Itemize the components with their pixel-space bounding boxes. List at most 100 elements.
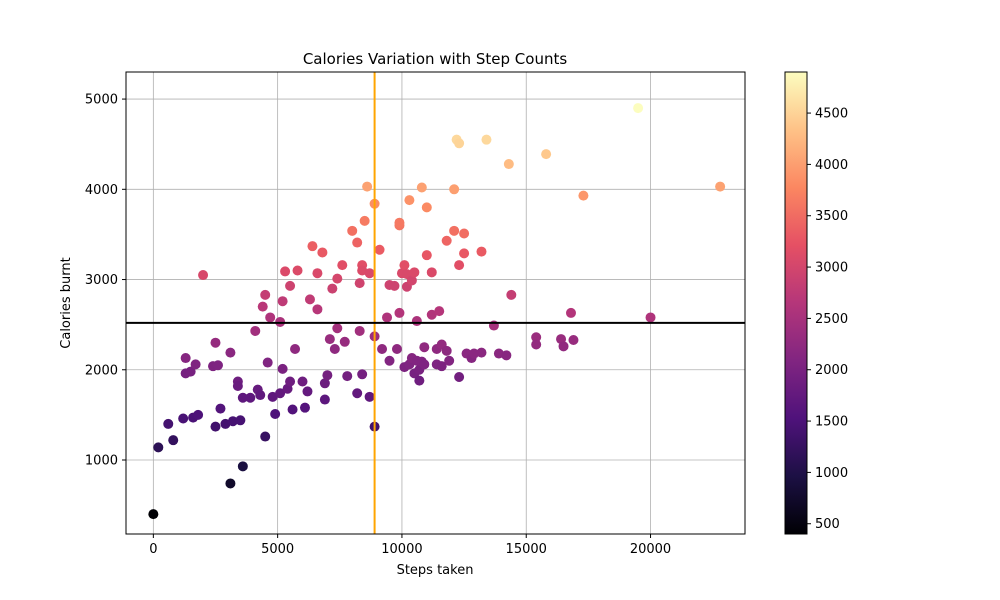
data-point [319,378,330,389]
data-point [391,344,402,355]
y-tick-label: 2000 [85,363,118,378]
x-tick-label: 10000 [381,542,422,557]
data-point [459,228,470,239]
data-point [324,334,335,345]
data-point [304,294,315,305]
data-point [354,325,365,336]
data-point [354,278,365,289]
data-point [285,280,296,291]
y-tick-label: 1000 [85,454,118,469]
data-point [332,323,343,334]
x-tick-label: 20000 [630,542,671,557]
data-point [476,246,487,257]
data-point [312,268,323,279]
data-point [168,435,179,446]
data-point [237,392,248,403]
data-point [302,386,313,397]
data-point [414,375,425,386]
data-point [337,260,348,271]
data-point [364,391,375,402]
data-point [364,268,375,279]
data-point [501,350,512,361]
data-point [715,181,726,192]
data-point [476,347,487,358]
colorbar-tick-label: 1500 [815,415,848,430]
data-point [275,388,286,399]
data-point [409,267,420,278]
data-point [232,381,243,392]
colorbar-tick-label: 4500 [815,107,848,122]
data-point [441,235,452,246]
data-point [454,371,465,382]
x-tick-label: 0 [149,542,157,557]
data-point [260,431,271,442]
data-point [449,225,460,236]
data-point [568,334,579,345]
data-point [481,134,492,145]
grid [126,72,745,534]
data-point [449,184,460,195]
data-point [394,217,405,228]
colorbar-tick-label: 3000 [815,261,848,276]
data-point [237,461,248,472]
data-point [225,347,236,358]
data-point [506,289,517,300]
data-point [454,260,465,271]
data-point [317,247,328,258]
data-point [257,301,268,312]
data-point [225,478,236,489]
colorbar-tick-label: 2500 [815,312,848,327]
reference-lines [126,72,745,534]
data-point [299,402,310,413]
data-point [469,348,480,359]
data-point [250,325,261,336]
x-tick-label: 15000 [506,542,547,557]
data-point [578,190,589,201]
data-point [339,336,350,347]
colorbar: 500 1000 1500 2000 2500 3000 3500 4000 4500 [784,71,848,535]
colorbar-tick-label: 4000 [815,158,848,173]
data-point [347,225,358,236]
data-point [193,409,204,420]
data-point [185,366,196,377]
x-axis-label: Steps taken [397,563,474,578]
colorbar-tick-label: 500 [815,517,840,532]
data-point [267,391,278,402]
data-point [210,337,221,348]
data-point [419,342,430,353]
y-tick-label: 5000 [85,93,118,108]
plot-area-frame [125,71,746,535]
data-point [148,509,159,520]
data-points [148,103,726,520]
data-point [493,348,504,359]
data-point [342,371,353,382]
data-point [459,248,470,259]
colorbar-tick-label: 1000 [815,466,848,481]
data-point [287,404,298,415]
data-point [290,344,301,355]
data-point [357,369,368,380]
data-point [426,267,437,278]
data-point [307,241,318,252]
data-point [389,280,400,291]
data-point [531,339,542,350]
data-point [245,392,256,403]
data-point [377,344,388,355]
data-point [362,181,373,192]
data-point [190,359,201,370]
data-point [198,270,209,281]
colorbar-tick-label: 2000 [815,363,848,378]
data-point [416,182,427,193]
data-point [359,215,370,226]
data-point [421,202,432,213]
data-point [444,355,455,366]
data-point [329,344,340,355]
axes: 0 5000 10000 15000 20000 1000 2000 3000 4000 5000 [85,93,671,557]
data-point [210,421,221,432]
data-point [406,275,417,286]
data-point [297,376,308,387]
data-point [436,361,447,372]
data-point [292,265,303,276]
